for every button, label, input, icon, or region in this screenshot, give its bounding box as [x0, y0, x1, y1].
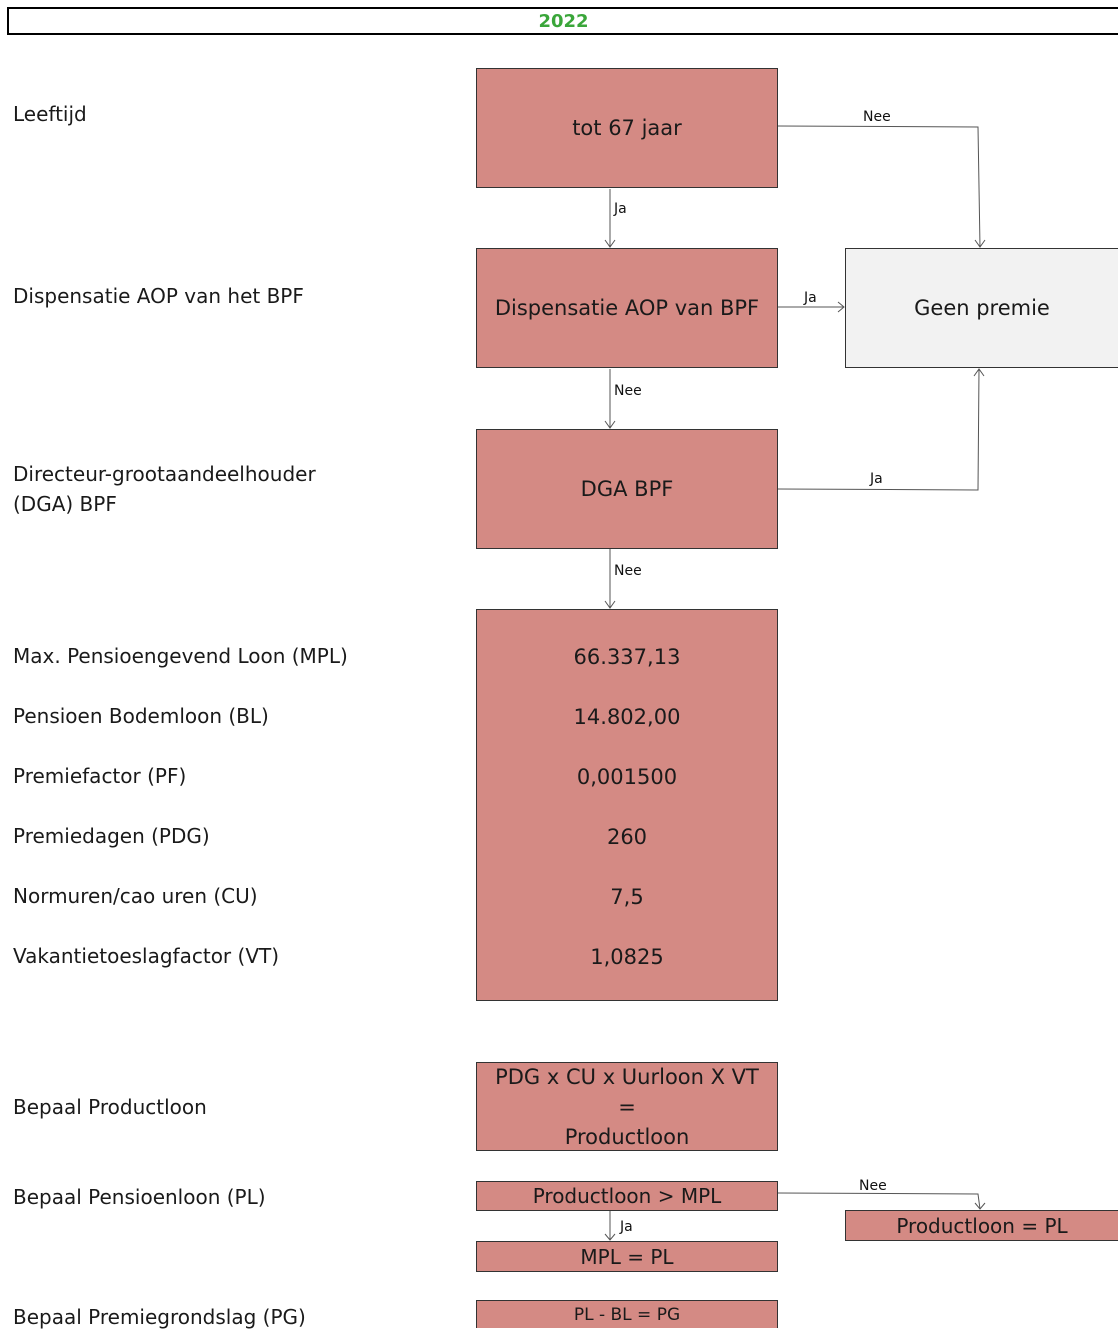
edge-age-no [777, 125, 981, 248]
geen-premie-box: Geen premie [845, 248, 1118, 368]
label-bl: Pensioen Bodemloon (BL) [13, 704, 269, 728]
label-productloon: Bepaal Productloon [13, 1095, 207, 1119]
productloon-pl-box: Productloon = PL [845, 1210, 1118, 1241]
year-label: 2022 [538, 10, 589, 32]
edge-label-age-yes: Ja [613, 201, 627, 217]
edge-label-compare-yes: Ja [619, 1219, 633, 1235]
arrowhead-dga-no [604, 600, 616, 609]
dga-box-text: DGA BPF [580, 477, 674, 501]
arrowhead-disp-no [604, 420, 616, 429]
edge-label-compare-no: Nee [859, 1178, 887, 1194]
edge-label-age-no: Nee [863, 109, 891, 125]
dispensatie-box-text: Dispensatie AOP van BPF [494, 296, 760, 320]
compare-box-text: Productloon > MPL [532, 1184, 722, 1208]
productloon-pl-text: Productloon = PL [896, 1213, 1068, 1238]
mpl-pl-text: MPL = PL [580, 1244, 674, 1269]
geen-premie-text: Geen premie [914, 296, 1050, 320]
label-pensioenloon: Bepaal Pensioenloon (PL) [13, 1185, 266, 1209]
label-pf: Premiefactor (PF) [13, 764, 187, 788]
formula-line3: Productloon [564, 1124, 690, 1149]
formula-box: PDG x CU x Uurloon X VT = Productloon [476, 1062, 778, 1151]
pg-box-text: PL - BL = PG [573, 1304, 681, 1325]
label-pdg: Premiedagen (PDG) [13, 824, 210, 848]
age-box-text: tot 67 jaar [572, 116, 682, 140]
value-pdg: 260 [606, 825, 648, 849]
edge-dga-yes [777, 368, 980, 491]
arrowhead-dga-yes [973, 368, 985, 377]
value-cu: 7,5 [610, 885, 644, 909]
dispensatie-box: Dispensatie AOP van BPF [476, 248, 778, 368]
arrowhead-age-no [974, 239, 986, 248]
arrowhead-age-yes [604, 239, 616, 248]
arrowhead-disp-yes [837, 301, 845, 313]
age-box: tot 67 jaar [476, 68, 778, 188]
pg-box: PL - BL = PG [476, 1300, 778, 1328]
label-dga-line2: (DGA) BPF [13, 492, 117, 516]
edge-label-dga-no: Nee [614, 563, 642, 579]
label-vt: Vakantietoeslagfactor (VT) [13, 944, 280, 968]
formula-line1: PDG x CU x Uurloon X VT [495, 1064, 759, 1089]
label-premiegrondslag: Bepaal Premiegrondslag (PG) [13, 1305, 306, 1329]
label-cu: Normuren/cao uren (CU) [13, 884, 258, 908]
dga-box: DGA BPF [476, 429, 778, 549]
edge-label-dga-yes: Ja [869, 471, 883, 487]
arrowhead-compare-yes [604, 1233, 616, 1241]
parameters-box [476, 609, 778, 1001]
edge-label-disp-yes: Ja [803, 290, 817, 306]
edge-compare-no [777, 1192, 981, 1210]
compare-box: Productloon > MPL [476, 1181, 778, 1211]
value-mpl: 66.337,13 [573, 645, 681, 669]
arrowhead-compare-no [974, 1202, 986, 1210]
label-mpl: Max. Pensioengevend Loon (MPL) [13, 644, 348, 668]
label-dga-line1: Directeur-grootaandeelhouder [13, 462, 316, 486]
formula-line2: = [618, 1094, 636, 1119]
value-pf: 0,001500 [576, 765, 678, 789]
label-dispensatie: Dispensatie AOP van het BPF [13, 284, 304, 308]
year-header: 2022 [7, 7, 1118, 35]
label-leeftijd: Leeftijd [13, 102, 87, 126]
value-bl: 14.802,00 [573, 705, 681, 729]
mpl-pl-box: MPL = PL [476, 1241, 778, 1272]
value-vt: 1,0825 [590, 945, 664, 969]
edge-label-disp-no: Nee [614, 383, 642, 399]
